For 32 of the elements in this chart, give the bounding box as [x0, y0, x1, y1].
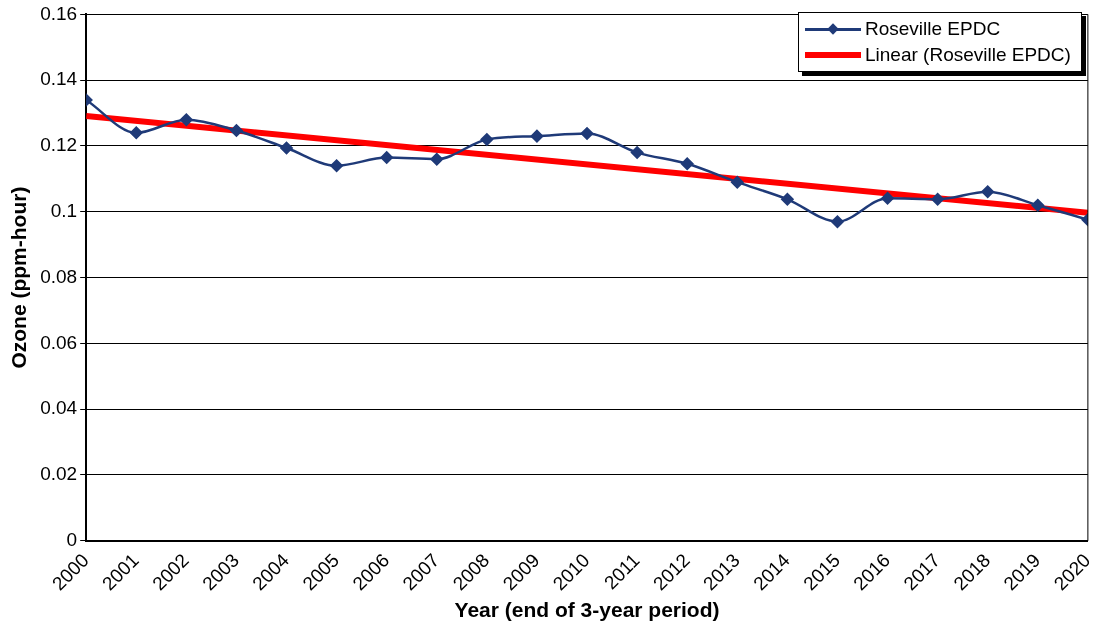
point [230, 124, 243, 137]
point [680, 157, 694, 171]
point [630, 146, 644, 159]
point [430, 152, 444, 166]
point [330, 159, 343, 172]
point [731, 175, 744, 189]
y-tick-label: 0.1 [50, 200, 78, 222]
point [480, 133, 494, 146]
y-tick-label: 0 [66, 529, 78, 551]
point [180, 113, 193, 126]
y-tick-label: 0.08 [40, 265, 78, 287]
point [530, 129, 544, 143]
point [781, 193, 794, 206]
y-tick-label: 0.14 [40, 68, 78, 90]
point [580, 127, 594, 140]
y-tick-label: 0.06 [40, 331, 78, 353]
x-axis-title: Year (end of 3-year period) [454, 598, 720, 622]
point [1031, 198, 1045, 212]
point [280, 141, 293, 155]
legend-label: Roseville EPDC [864, 17, 1001, 42]
y-tick-label: 0.02 [40, 463, 78, 485]
point [881, 192, 894, 205]
point [931, 193, 944, 206]
point [831, 215, 844, 228]
y-axis-title: Ozone (ppm-hour) [7, 186, 31, 369]
point [130, 126, 143, 140]
legend-label: Linear (Roseville EPDC) [864, 43, 1071, 68]
point [380, 151, 393, 164]
point [981, 185, 994, 198]
y-tick-label: 0.16 [40, 2, 78, 24]
y-tick-label: 0.04 [40, 397, 78, 419]
y-tick-label: 0.12 [40, 134, 78, 156]
